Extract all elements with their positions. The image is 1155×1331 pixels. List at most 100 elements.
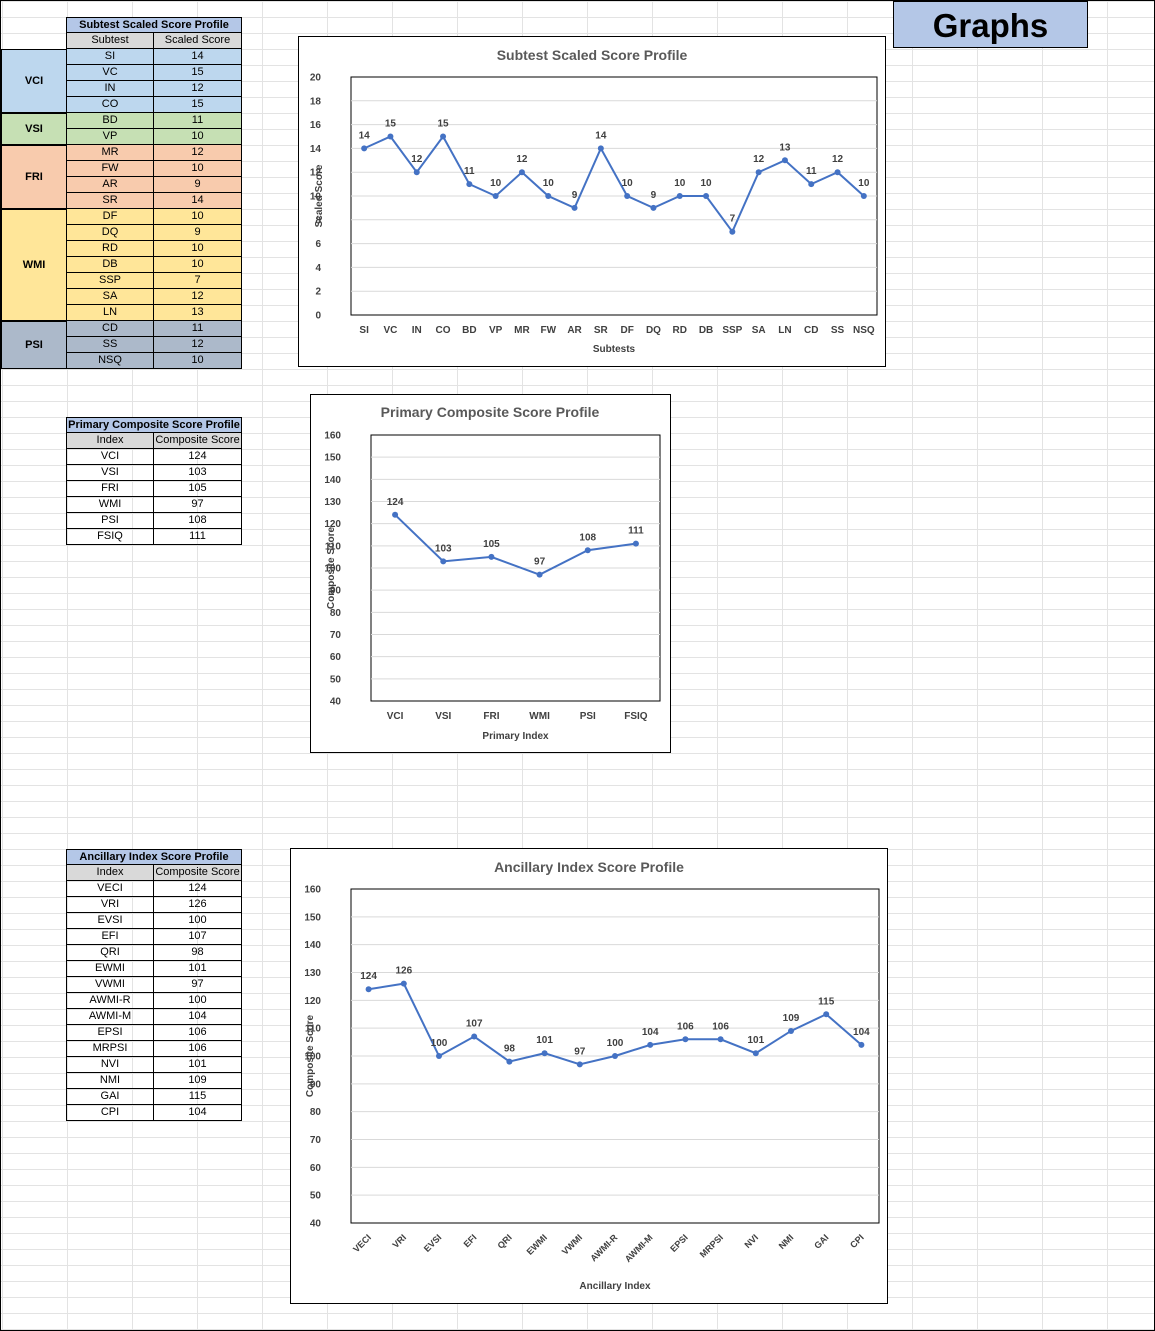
- table-row: SA 12: [66, 289, 242, 305]
- y-tick-label: 150: [324, 453, 341, 464]
- y-tick-label: 130: [324, 497, 341, 508]
- table-cell-score: 104: [154, 1105, 242, 1121]
- y-tick-label: 2: [315, 287, 321, 298]
- data-point: [545, 193, 552, 199]
- table-cell-name: VC: [66, 65, 154, 81]
- x-tick-label: CPI: [848, 1232, 866, 1250]
- y-tick-label: 120: [324, 519, 341, 530]
- chart-title: Subtest Scaled Score Profile: [497, 47, 688, 63]
- table-cell-name: EWMI: [66, 961, 154, 977]
- data-point: [536, 571, 543, 578]
- y-tick-label: 18: [310, 96, 322, 107]
- data-point: [365, 986, 372, 993]
- table-cell-name: WMI: [66, 497, 154, 513]
- data-point: [624, 193, 631, 199]
- table-cell-name: SR: [66, 193, 154, 209]
- table-row: PSI 108: [66, 513, 242, 529]
- table-cell-name: CD: [66, 321, 154, 337]
- series-line: [394, 514, 637, 576]
- data-label: 97: [534, 557, 546, 568]
- table-cell-name: IN: [66, 81, 154, 97]
- y-tick-label: 50: [330, 674, 342, 685]
- table-cell-name: VWMI: [66, 977, 154, 993]
- data-point: [612, 1053, 618, 1059]
- table-header-row: Index Composite Score: [66, 433, 242, 449]
- table-cell-score: 100: [154, 913, 242, 929]
- table-cell-score: 10: [154, 241, 242, 257]
- table-row: FW 10: [66, 161, 242, 177]
- table-row: VRI 126: [66, 897, 242, 913]
- table-cell-score: 15: [154, 65, 242, 81]
- y-tick-label: 90: [310, 1079, 322, 1090]
- data-point: [755, 169, 762, 176]
- table-cell-score: 98: [154, 945, 242, 961]
- y-tick-label: 120: [304, 996, 321, 1007]
- table-cell-score: 101: [154, 961, 242, 977]
- table-row: RD 10: [66, 241, 242, 257]
- table-cell-name: VSI: [66, 465, 154, 481]
- x-tick-label: PSI: [580, 711, 596, 722]
- data-point: [440, 133, 447, 140]
- x-axis-title: Ancillary Index: [579, 1281, 651, 1292]
- table-cell-score: 97: [154, 497, 242, 513]
- y-tick-label: 80: [330, 608, 342, 619]
- table-header-row: Index Composite Score: [66, 865, 242, 881]
- y-tick-label: 160: [304, 885, 321, 896]
- y-tick-label: 100: [304, 1052, 321, 1063]
- data-point: [471, 1033, 478, 1040]
- table-cell-name: MRPSI: [66, 1041, 154, 1057]
- table-cell-score: 107: [154, 929, 242, 945]
- table-cell-name: EFI: [66, 929, 154, 945]
- table-row: MR 12: [66, 145, 242, 161]
- table-cell-score: 12: [154, 81, 242, 97]
- data-label: 100: [431, 1038, 448, 1049]
- table-cell-name: VCI: [66, 449, 154, 465]
- data-point: [647, 1041, 654, 1048]
- table-cell-name: SI: [66, 49, 154, 65]
- table-cell-name: RD: [66, 241, 154, 257]
- table-title: Primary Composite Score Profile: [66, 417, 242, 433]
- y-tick-label: 160: [324, 431, 341, 442]
- data-label: 15: [385, 119, 397, 130]
- table-row: NMI 109: [66, 1073, 242, 1089]
- table-row: DB 10: [66, 257, 242, 273]
- x-tick-label: SR: [594, 325, 609, 336]
- table-row: VWMI 97: [66, 977, 242, 993]
- data-label: 15: [437, 119, 449, 130]
- data-label: 106: [712, 1021, 729, 1032]
- data-label: 13: [779, 142, 791, 153]
- table-cell-score: 10: [154, 353, 242, 369]
- data-label: 111: [628, 526, 644, 537]
- data-label: 12: [832, 154, 844, 165]
- x-tick-label: VCI: [387, 711, 404, 722]
- data-point: [597, 145, 604, 152]
- table-cell-score: 111: [154, 529, 242, 545]
- table-row: FSIQ 111: [66, 529, 242, 545]
- table-cell-name: LN: [66, 305, 154, 321]
- table-row: VC 15: [66, 65, 242, 81]
- table-cell-name: FSIQ: [66, 529, 154, 545]
- table-cell-score: 100: [154, 993, 242, 1009]
- table-cell-score: 13: [154, 305, 242, 321]
- table-row: BD 11: [66, 113, 242, 129]
- x-tick-label: SI: [359, 325, 369, 336]
- table-row: CD 11: [66, 321, 242, 337]
- y-tick-label: 130: [304, 968, 321, 979]
- x-tick-label: CD: [804, 325, 818, 336]
- data-point: [650, 204, 657, 211]
- y-tick-label: 90: [330, 586, 342, 597]
- table-cell-score: 10: [154, 209, 242, 225]
- y-tick-label: 60: [330, 652, 342, 663]
- x-tick-label: MR: [514, 325, 530, 336]
- group-label-psi: PSI: [1, 321, 67, 369]
- table-title: Subtest Scaled Score Profile: [66, 17, 242, 33]
- ancillary-chart: Ancillary Index Score Profile 40 50 60 70 80 9…: [290, 848, 888, 1304]
- table-title-row: Subtest Scaled Score Profile: [66, 17, 242, 33]
- table-cell-name: SS: [66, 337, 154, 353]
- table-cell-name: DB: [66, 257, 154, 273]
- table-cell-score: 15: [154, 97, 242, 113]
- table-row: SI 14: [66, 49, 242, 65]
- x-tick-label: FW: [540, 325, 556, 336]
- x-tick-label: GAI: [812, 1232, 830, 1250]
- data-label: 10: [622, 178, 634, 189]
